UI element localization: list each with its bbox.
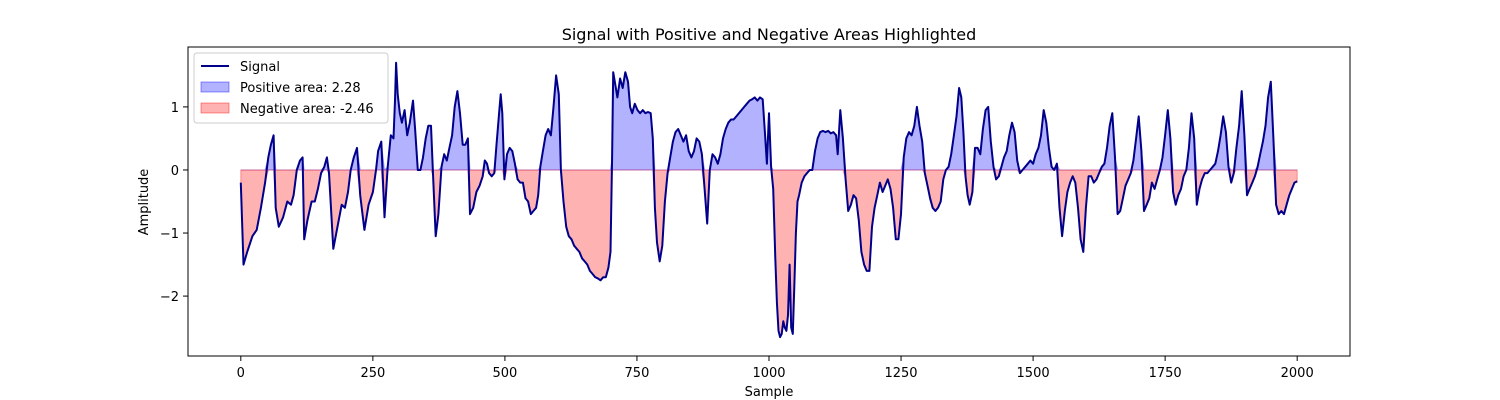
y-axis-label: Amplitude — [137, 169, 152, 236]
x-tick-label: 750 — [625, 366, 650, 381]
x-tick-label: 1000 — [752, 366, 785, 381]
x-tick-label: 2000 — [1281, 366, 1314, 381]
x-tick-label: 250 — [360, 366, 385, 381]
legend-box — [193, 52, 389, 124]
y-tick-label: −1 — [160, 227, 179, 242]
y-axis: −2 −1 0 1 — [160, 101, 188, 305]
negative-area-fill — [240, 169, 1298, 339]
y-tick-label: 1 — [171, 101, 179, 116]
x-tick-label: 500 — [492, 366, 517, 381]
legend-positive-swatch — [200, 81, 230, 93]
legend: Signal Positive area: 2.28 Negative area… — [193, 52, 389, 124]
legend-positive-label: Positive area: 2.28 — [240, 81, 361, 96]
y-tick-label: 0 — [171, 164, 179, 179]
x-tick-label: 1500 — [1017, 366, 1050, 381]
x-tick-label: 0 — [237, 366, 245, 381]
x-tick-label: 1250 — [884, 366, 917, 381]
legend-signal-label: Signal — [240, 60, 280, 75]
signal-line — [239, 61, 1298, 339]
x-tick-label: 1750 — [1149, 366, 1182, 381]
plot-area — [187, 46, 1351, 357]
x-axis: 0 250 500 750 1000 1250 1500 1750 2000 — [237, 356, 1314, 381]
chart-title: Signal with Positive and Negative Areas … — [562, 25, 977, 44]
x-axis-label: Sample — [745, 385, 794, 400]
y-tick-label: −2 — [160, 290, 179, 305]
legend-negative-swatch — [200, 102, 230, 114]
legend-negative-label: Negative area: -2.46 — [240, 102, 374, 117]
